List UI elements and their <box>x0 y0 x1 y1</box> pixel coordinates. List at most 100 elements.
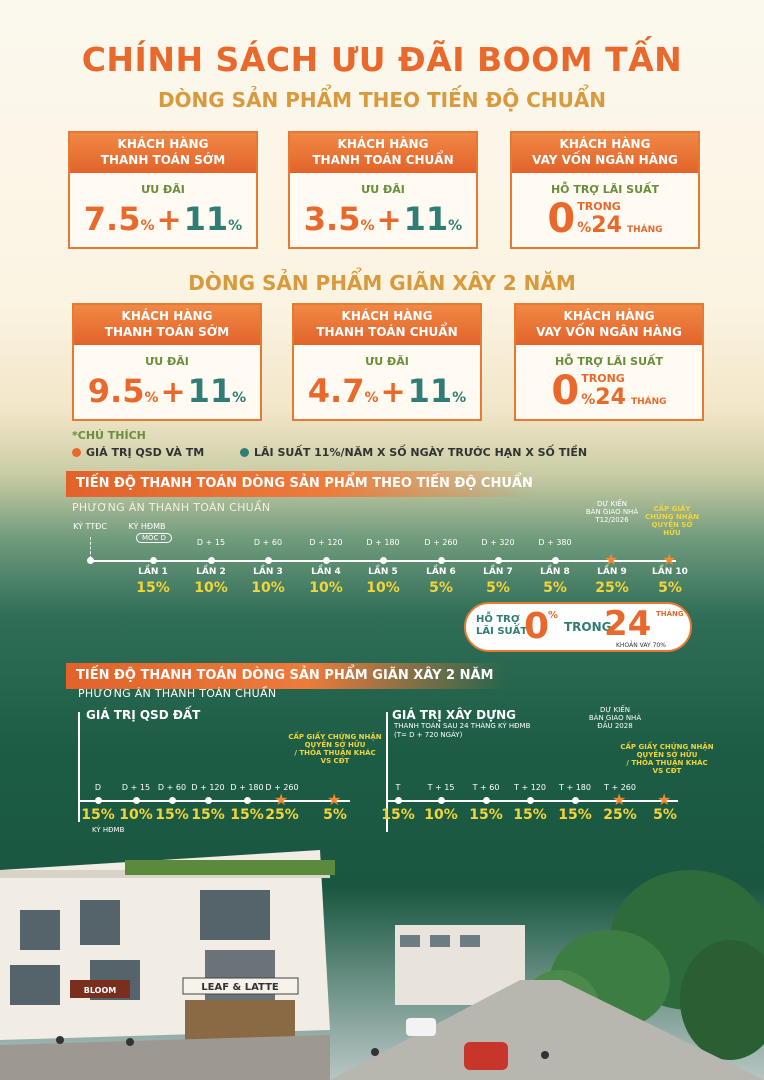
timeline-2-right-day-label: T <box>395 783 401 792</box>
timeline-1-installment-label: LẦN 2 <box>196 567 226 577</box>
timeline-2-left-line <box>80 800 350 802</box>
promo-interest-number: 11 <box>403 200 449 238</box>
support-zero: 0 <box>524 606 550 647</box>
ban-giao-date: T12/2026 <box>595 516 629 524</box>
timeline-1-day-label: D + 320 <box>481 538 515 547</box>
note-orange-text: GIÁ TRỊ QSD VÀ TM <box>86 446 205 459</box>
percent-sign: % <box>140 218 155 234</box>
promo-interest-number: 11 <box>187 372 233 410</box>
timeline-2-left-day-label: D <box>94 783 102 792</box>
timeline-2-right-percent: 15% <box>513 807 547 823</box>
timeline-1-percent: 10% <box>194 580 228 596</box>
timeline-2-left-dot <box>95 797 102 804</box>
timeline-1-installment-label: LẦN 6 <box>426 567 456 577</box>
zero-rate: 0 <box>547 196 576 242</box>
card-early-payment-2: KHÁCH HÀNG THANH TOÁN SỚM ƯU ĐÃI 9.5%+11% <box>72 303 262 421</box>
percent-sign: % <box>360 218 375 234</box>
timeline-2-left-star-icon: ★ <box>274 790 289 809</box>
ban-giao-date: ĐẦU 2028 <box>597 722 633 730</box>
timeline-1-day-label: D + 120 <box>309 538 343 547</box>
card-head-line1: KHÁCH HÀNG <box>121 309 213 323</box>
cert-line-3: QUYỀN SỞ HỮU <box>651 521 693 537</box>
timeline-1-star-icon: ★ <box>604 550 619 569</box>
section-subtitle-standard: DÒNG SẢN PHẨM THEO TIẾN ĐỘ CHUẨN <box>157 88 607 112</box>
promo-value: 3.5%+11% <box>290 200 476 238</box>
cert-line-1: CẤP GIẤY CHỨNG NHẬN <box>620 743 714 751</box>
page-title: CHÍNH SÁCH ƯU ĐÃI BOOM TẤN <box>81 40 683 79</box>
timeline-1-installment-label: LẦN 10 <box>652 567 688 577</box>
card-standard-payment-1: KHÁCH HÀNG THANH TOÁN CHUẨN ƯU ĐÃI 3.5%+1… <box>288 131 478 249</box>
card-head-line2: VAY VỐN NGÂN HÀNG <box>536 325 682 339</box>
schedule-1-plan: PHƯƠNG ÁN THANH TOÁN CHUẨN <box>72 501 271 514</box>
timeline-1-installment-label: LẦN 7 <box>483 567 513 577</box>
months-number: 24 <box>591 213 622 238</box>
timeline-2-right-dot <box>395 797 402 804</box>
timeline-2-right-day-label: T + 15 <box>427 783 455 792</box>
timeline-1-percent: 5% <box>658 580 682 596</box>
trong-label: TRONG <box>577 200 621 213</box>
card-sub: ƯU ĐÃI <box>365 355 409 368</box>
cert-line-4: VS CĐT <box>652 767 682 775</box>
timeline-1-day-label: D + 60 <box>253 538 283 547</box>
notes-heading: *CHÚ THÍCH <box>72 429 146 442</box>
left-cert-note: CẤP GIẤY CHỨNG NHẬN QUYỀN SỞ HỮU / THỎA TH… <box>280 733 390 765</box>
timeline-2-left-day-label: D + 120 <box>191 783 225 792</box>
promo-value: 9.5%+11% <box>74 372 260 410</box>
card-head-line2: VAY VỐN NGÂN HÀNG <box>532 153 678 167</box>
timeline-2-right-day-label: T + 180 <box>559 783 591 792</box>
loan-note: KHOẢN VAY 70% <box>616 642 666 649</box>
cert-line-2: CHỨNG NHẬN <box>645 513 699 521</box>
promo-interest-number: 11 <box>183 200 229 238</box>
card-sub: ƯU ĐÃI <box>141 183 185 196</box>
timeline-2-left-percent: 25% <box>265 807 299 823</box>
timeline-1-installment-label: LẦN 4 <box>311 567 341 577</box>
months-label: THÁNG <box>627 225 663 235</box>
timeline-2-right-dot <box>572 797 579 804</box>
construction-divider <box>386 712 388 832</box>
ban-giao-text: BÀN GIAO NHÀ <box>585 508 639 516</box>
timeline-1-dot <box>323 557 330 564</box>
ban-giao-text: BÀN GIAO NHÀ <box>588 714 642 722</box>
right-cert-note: CẤP GIẤY CHỨNG NHẬN QUYỀN SỞ HỮU / THỎA TH… <box>612 743 722 775</box>
promo-interest-number: 11 <box>407 372 453 410</box>
timeline-1-dot <box>380 557 387 564</box>
timeline-1-day-label: D + 180 <box>366 538 400 547</box>
timeline-2-right-star-icon: ★ <box>612 790 627 809</box>
timeline-2-left-day-label: D + 15 <box>121 783 151 792</box>
orange-dot-icon <box>72 448 81 457</box>
percent-sign: % <box>228 218 243 234</box>
timeline-1-percent: 10% <box>366 580 400 596</box>
townhouse-scene-illustration: LEAF & LATTE BLOOM <box>0 850 764 1080</box>
timeline-2-right-day-label: T + 60 <box>472 783 500 792</box>
loan-support: 0 TRONG %24 THÁNG <box>516 368 702 414</box>
timeline-2-left-day-label: D + 180 <box>230 783 264 792</box>
land-divider <box>78 712 80 822</box>
promo-main-number: 4.7 <box>307 372 365 410</box>
support-thang: THÁNG <box>656 610 684 618</box>
cert-line-4: VS CĐT <box>320 757 350 765</box>
du-kien-text: DỰ KIẾN <box>597 500 627 508</box>
timeline-1-dot <box>265 557 272 564</box>
card-bank-loan-2: KHÁCH HÀNG VAY VỐN NGÂN HÀNG HỖ TRỢ LÃI S… <box>514 303 704 421</box>
moc-d-badge: MỐC D <box>136 533 173 543</box>
construction-sub-2: (T= D + 720 NGÀY) <box>394 731 463 739</box>
percent-sign: % <box>581 392 596 408</box>
card-sub: ƯU ĐÃI <box>361 183 405 196</box>
timeline-2-left-dot <box>205 797 212 804</box>
percent-sign: % <box>232 390 247 406</box>
du-kien-text: DỰ KIẾN <box>600 706 630 714</box>
card-head-line2: THANH TOÁN CHUẨN <box>312 153 454 167</box>
months-number: 24 <box>595 385 626 410</box>
timeline-1-dot <box>552 557 559 564</box>
timeline-2-left-dot <box>169 797 176 804</box>
timeline-1-installment-label: LẦN 9 <box>597 567 627 577</box>
timeline-2-right-dot <box>438 797 445 804</box>
timeline-2-left-dot <box>133 797 140 804</box>
timeline-1-installment-label: LẦN 5 <box>368 567 398 577</box>
timeline-2-left-dot <box>244 797 251 804</box>
card-head-line2: THANH TOÁN SỚM <box>100 153 226 167</box>
schedule-2-plan: PHƯƠNG ÁN THANH TOÁN CHUẨN <box>78 687 277 700</box>
construction-value-heading: GIÁ TRỊ XÂY DỰNG <box>392 708 516 722</box>
land-value-heading: GIÁ TRỊ QSD ĐẤT <box>86 708 201 722</box>
cert-line-3: / THỎA THUẬN KHÁC <box>294 749 376 757</box>
